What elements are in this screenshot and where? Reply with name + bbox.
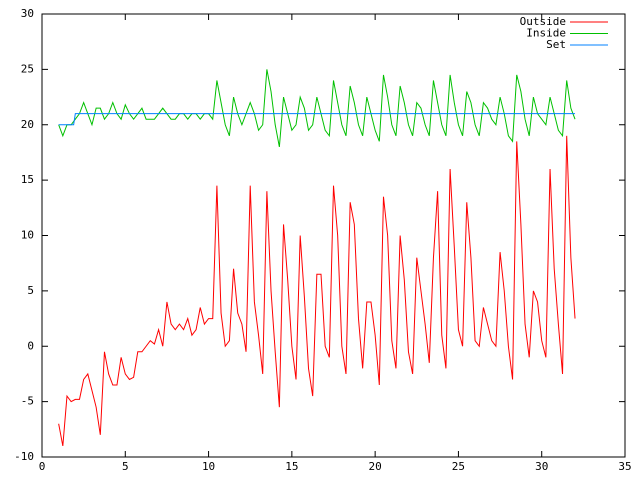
- x-tick-label: 0: [39, 460, 46, 473]
- series-line: [58, 135, 576, 447]
- y-tick-label: 30: [21, 7, 34, 20]
- y-tick-label: 0: [27, 339, 34, 352]
- legend-label: Set: [546, 38, 566, 51]
- y-tick-label: -10: [14, 450, 34, 463]
- x-tick-label: 30: [535, 460, 548, 473]
- y-tick-label: 25: [21, 62, 34, 75]
- y-tick-label: 5: [27, 284, 34, 297]
- y-tick-label: -5: [21, 395, 34, 408]
- legend-label: Outside: [520, 15, 566, 28]
- series-line: [58, 69, 576, 147]
- x-tick-label: 10: [202, 460, 215, 473]
- x-tick-label: 25: [452, 460, 465, 473]
- y-tick-label: 10: [21, 229, 34, 242]
- series-line: [58, 113, 576, 126]
- x-tick-label: 35: [618, 460, 631, 473]
- x-tick-label: 15: [285, 460, 298, 473]
- x-tick-label: 5: [122, 460, 129, 473]
- y-tick-label: 15: [21, 173, 34, 186]
- legend-label: Inside: [526, 27, 566, 40]
- y-tick-label: 20: [21, 118, 34, 131]
- x-tick-label: 20: [369, 460, 382, 473]
